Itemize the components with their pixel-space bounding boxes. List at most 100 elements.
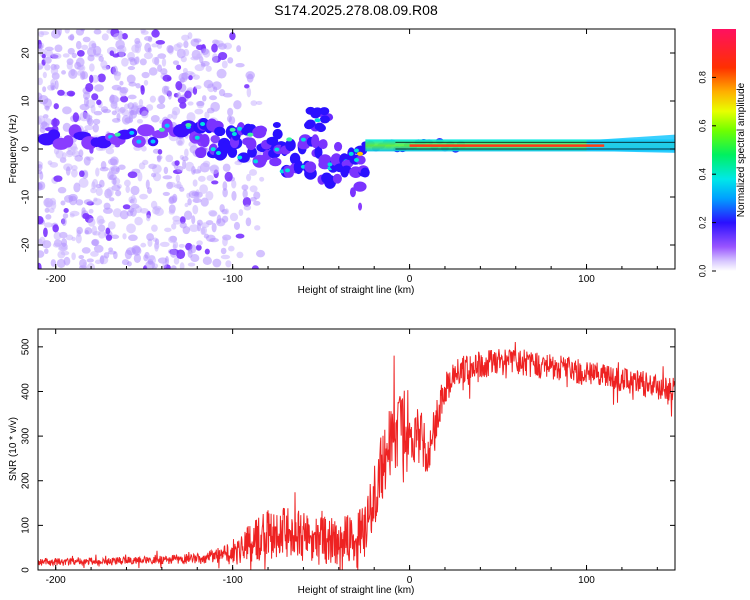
spectrogram-noise-cell xyxy=(155,40,166,45)
spectrogram-noise-cell xyxy=(93,110,103,116)
spectrogram-noise-cell xyxy=(81,247,91,254)
snr-y-tick-label: 500 xyxy=(21,338,32,355)
spectrogram-blob xyxy=(293,160,304,175)
spectrogram-noise-cell xyxy=(168,196,175,205)
spectrogram-noise-cell xyxy=(133,253,142,263)
colorbar: 0.0 0.2 0.4 0.6 0.8 Normalized spectral ampl… xyxy=(697,29,747,277)
spectrogram-noise-cell xyxy=(38,63,44,70)
spectrogram-noise-cell xyxy=(54,44,63,53)
spectrogram-noise-cell xyxy=(203,79,214,89)
spectrogram-noise-cell xyxy=(244,84,250,89)
spectrogram-blob xyxy=(269,157,282,167)
spectrogram-noise-cell xyxy=(184,148,189,158)
spectrogram-noise-cell xyxy=(90,187,97,194)
spectrogram-noise-cell xyxy=(204,248,210,255)
spectrogram-noise-cell xyxy=(122,204,131,210)
spectrogram-noise-cell xyxy=(79,170,85,178)
spectrogram-noise-cell xyxy=(210,135,221,144)
spectrogram-noise-cell xyxy=(157,53,167,59)
spectrogram-noise-cell xyxy=(211,53,219,64)
spectrogram-noise-cell xyxy=(220,247,227,255)
spectrogram-noise-cell xyxy=(176,64,182,70)
spectrogram-noise-cell xyxy=(117,164,126,170)
spectrogram-noise-cell xyxy=(174,160,180,166)
spectrogram-noise-cell xyxy=(176,136,185,147)
spectrogram-noise-cell xyxy=(171,223,177,230)
spectrogram-noise-cell xyxy=(38,43,44,50)
spectrogram-noise-cell xyxy=(137,171,143,182)
spectrogram-blob xyxy=(151,129,169,139)
spectrogram-noise-cell xyxy=(72,112,80,123)
spectrogram-noise-cell xyxy=(140,84,145,92)
spectrogram-blob xyxy=(200,121,206,126)
spectrogram-noise-cell xyxy=(60,250,70,256)
spectrogram-noise-cell xyxy=(98,230,106,239)
spectrogram-noise-cell xyxy=(141,110,149,119)
spectrogram-noise-cell xyxy=(83,91,91,100)
spectrogram-noise-cell xyxy=(144,42,152,53)
spectrogram-noise-cell xyxy=(222,92,233,98)
spectrogram-noise-cell xyxy=(86,258,94,263)
spectrogram-noise-cell xyxy=(225,260,232,268)
spectrogram-noise-cell xyxy=(101,33,109,41)
spectrogram-noise-cell xyxy=(41,53,46,59)
spectrogram-blob xyxy=(158,127,165,132)
spectrogram-blob xyxy=(215,150,221,155)
spectrogram-noise-cell xyxy=(94,259,102,265)
spectrogram-noise-cell xyxy=(91,74,100,83)
spectrogram-noise-cell xyxy=(182,159,187,170)
spectrogram-noise-cell xyxy=(87,118,94,126)
snr-frame xyxy=(37,328,676,571)
spectrogram-noise-cell xyxy=(157,95,166,104)
spectrogram-noise-cell xyxy=(143,52,153,60)
spectrogram-noise-cell xyxy=(204,111,210,119)
spectrogram-y-label: Frequency (Hz) xyxy=(8,115,19,184)
spectrogram-noise-cell xyxy=(38,92,43,101)
spectrogram-noise-cell xyxy=(111,234,120,240)
snr-x-ticks: -200 -100 0 100 xyxy=(46,329,658,586)
spectrogram-noise-cell xyxy=(197,165,202,174)
spectrogram-noise-cell xyxy=(188,224,199,232)
spectrogram-noise-cell xyxy=(201,95,207,102)
spectrogram-x-tick-label: -200 xyxy=(46,274,66,285)
spectrogram-noise-cell xyxy=(145,260,156,269)
spectrogram-noise-cell xyxy=(38,250,45,258)
spectrogram-noise-cell xyxy=(162,175,173,180)
spectrogram-noise-cell xyxy=(172,60,180,66)
spectrogram-blob xyxy=(304,161,317,173)
spectrogram-blob xyxy=(341,165,352,174)
spectrogram-noise-cell xyxy=(138,162,146,170)
figure-title: S174.2025.278.08.09.R08 xyxy=(274,2,438,18)
spectrogram-noise-cell xyxy=(132,197,138,205)
spectrogram-noise-cell xyxy=(242,189,248,199)
spectrogram-noise-cell xyxy=(175,174,181,183)
spectrogram-noise-cell xyxy=(61,217,67,227)
spectrogram-noise-cell xyxy=(105,234,113,241)
spectrogram-noise-cell xyxy=(156,103,166,110)
spectrogram-noise-cell xyxy=(211,180,219,185)
spectrogram-noise-cell xyxy=(110,156,119,166)
spectrogram-noise-cell xyxy=(227,57,234,64)
spectrogram-noise-cell xyxy=(150,114,160,123)
spectrogram-noise-cell xyxy=(167,181,176,188)
spectrogram-noise-cell xyxy=(107,221,116,230)
spectrogram-noise-cell xyxy=(84,124,94,131)
snr-x-label: Height of straight line (km) xyxy=(298,585,415,596)
spectrogram-noise-cell xyxy=(249,185,258,193)
spectrogram-noise-cell xyxy=(42,86,47,93)
spectrogram-noise-cell xyxy=(212,258,222,268)
spectrogram-noise-cell xyxy=(187,248,193,259)
spectrogram-noise-cell xyxy=(170,248,178,258)
spectrogram-noise-cell xyxy=(192,74,200,80)
spectrogram-noise-cell xyxy=(151,29,160,38)
spectrogram-noise-cell xyxy=(120,95,129,103)
spectrogram-noise-cell xyxy=(93,244,104,253)
spectrogram-noise-cell xyxy=(231,190,237,201)
spectrogram-noise-cell xyxy=(211,222,217,233)
spectrogram-noise-cell xyxy=(187,101,194,106)
spectrogram-noise-cell xyxy=(143,79,149,86)
spectrogram-noise-cell xyxy=(175,81,183,91)
spectrogram-noise-cell xyxy=(166,44,174,54)
spectrogram-noise-cell xyxy=(101,65,110,71)
